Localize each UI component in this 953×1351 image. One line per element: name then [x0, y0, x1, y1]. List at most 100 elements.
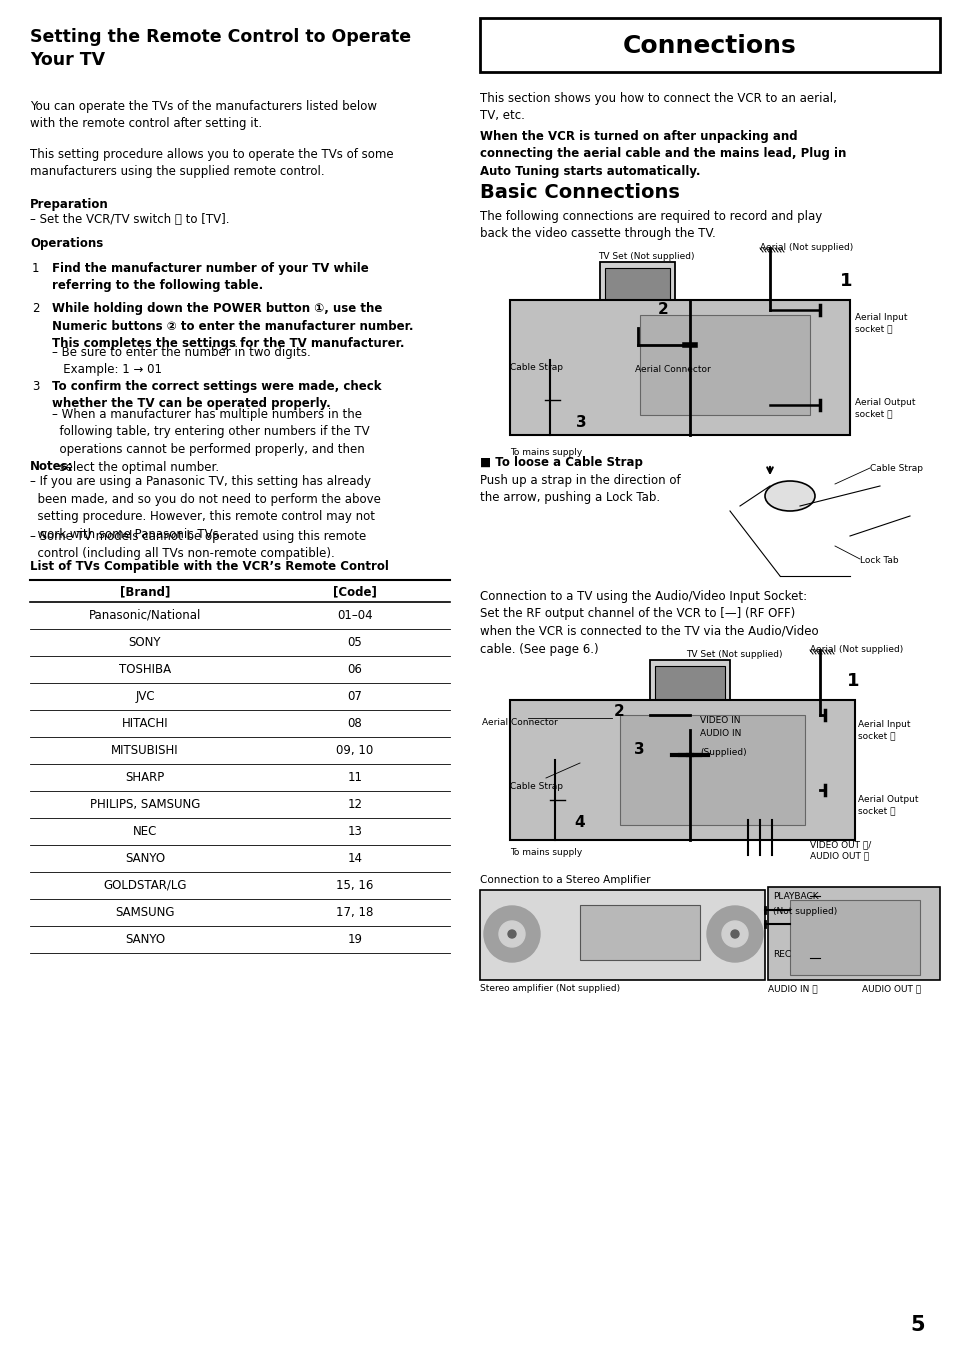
Text: 2: 2 [658, 303, 668, 317]
Text: Aerial Connector: Aerial Connector [481, 717, 558, 727]
Text: Connections: Connections [622, 34, 796, 58]
Text: Panasonic/National: Panasonic/National [89, 609, 201, 621]
Text: [Brand]: [Brand] [120, 585, 170, 598]
Text: Push up a strap in the direction of
the arrow, pushing a Lock Tab.: Push up a strap in the direction of the … [479, 474, 679, 504]
Text: Basic Connections: Basic Connections [479, 182, 679, 203]
Text: This setting procedure allows you to operate the TVs of some
manufacturers using: This setting procedure allows you to ope… [30, 149, 394, 178]
Text: 17, 18: 17, 18 [336, 907, 374, 919]
Text: 09, 10: 09, 10 [336, 744, 374, 757]
Text: Aerial Input
socket ⓶: Aerial Input socket ⓶ [854, 313, 906, 334]
Text: To confirm the correct settings were made, check
whether the TV can be operated : To confirm the correct settings were mad… [52, 380, 381, 411]
Text: Aerial Input
socket ⓶: Aerial Input socket ⓶ [857, 720, 909, 740]
Text: List of TVs Compatible with the VCR’s Remote Control: List of TVs Compatible with the VCR’s Re… [30, 561, 389, 573]
Circle shape [730, 929, 739, 938]
Bar [479, 18, 939, 72]
Bar [579, 905, 700, 961]
Text: Stereo amplifier (Not supplied): Stereo amplifier (Not supplied) [479, 984, 619, 993]
Text: While holding down the POWER button ①, use the
Numeric buttons ② to enter the ma: While holding down the POWER button ①, u… [52, 303, 413, 350]
Text: 19: 19 [347, 934, 362, 946]
Text: 06: 06 [347, 663, 362, 676]
Bar [767, 888, 939, 979]
Text: To mains supply: To mains supply [510, 848, 581, 857]
Text: TOSHIBA: TOSHIBA [119, 663, 171, 676]
Text: When the VCR is turned on after unpacking and
connecting the aerial cable and th: When the VCR is turned on after unpackin… [479, 130, 845, 178]
Text: MITSUBISHI: MITSUBISHI [112, 744, 178, 757]
Ellipse shape [764, 481, 814, 511]
Text: This section shows you how to connect the VCR to an aerial,
TV, etc.: This section shows you how to connect th… [479, 92, 836, 123]
Text: VIDEO OUT ⓪/
AUDIO OUT ⓫: VIDEO OUT ⓪/ AUDIO OUT ⓫ [809, 840, 870, 861]
Text: The following connections are required to record and play
back the video cassett: The following connections are required t… [479, 209, 821, 240]
Text: 2: 2 [32, 303, 39, 315]
Text: [Code]: [Code] [333, 585, 376, 598]
Bar [479, 890, 764, 979]
Text: Connection to a TV using the Audio/Video Input Socket:
Set the RF output channel: Connection to a TV using the Audio/Video… [479, 590, 818, 655]
Text: 3: 3 [576, 415, 586, 430]
Text: Aerial Output
socket ⓷: Aerial Output socket ⓷ [857, 794, 918, 815]
Text: 5: 5 [909, 1315, 924, 1335]
Text: 1: 1 [840, 272, 852, 290]
Text: You can operate the TVs of the manufacturers listed below
with the remote contro: You can operate the TVs of the manufactu… [30, 100, 376, 131]
Text: SANYO: SANYO [125, 852, 165, 865]
Text: Connection to a Stereo Amplifier: Connection to a Stereo Amplifier [479, 875, 650, 885]
Text: (Not supplied): (Not supplied) [772, 907, 837, 916]
Text: 13: 13 [347, 825, 362, 838]
Text: 14: 14 [347, 852, 362, 865]
Text: Aerial Connector: Aerial Connector [635, 365, 710, 374]
Text: – Some TV models cannot be operated using this remote
  control (including all T: – Some TV models cannot be operated usin… [30, 530, 366, 561]
Text: – If you are using a Panasonic TV, this setting has already
  been made, and so : – If you are using a Panasonic TV, this … [30, 476, 380, 540]
Text: SANYO: SANYO [125, 934, 165, 946]
Text: Preparation: Preparation [30, 199, 109, 211]
Text: 08: 08 [347, 717, 362, 730]
Bar [639, 315, 809, 415]
Text: (Supplied): (Supplied) [700, 748, 746, 757]
Text: Cable Strap: Cable Strap [510, 782, 562, 790]
Text: Notes:: Notes: [30, 459, 73, 473]
Text: 1: 1 [846, 671, 859, 690]
Text: 4: 4 [574, 815, 584, 830]
Text: Setting the Remote Control to Operate
Your TV: Setting the Remote Control to Operate Yo… [30, 28, 411, 69]
Text: AUDIO OUT ⓫: AUDIO OUT ⓫ [862, 984, 921, 993]
Text: To mains supply: To mains supply [510, 449, 581, 457]
Text: – Be sure to enter the number in two digits.
   Example: 1 → 01: – Be sure to enter the number in two dig… [52, 346, 311, 377]
Bar [655, 666, 724, 721]
Text: NEC: NEC [132, 825, 157, 838]
Text: Cable Strap: Cable Strap [869, 463, 923, 473]
Text: SAMSUNG: SAMSUNG [115, 907, 174, 919]
Text: 15, 16: 15, 16 [336, 880, 374, 892]
Bar [599, 262, 675, 328]
Bar [789, 900, 919, 975]
Text: Find the manufacturer number of your TV while
referring to the following table.: Find the manufacturer number of your TV … [52, 262, 369, 293]
Text: PHILIPS, SAMSUNG: PHILIPS, SAMSUNG [90, 798, 200, 811]
Text: Aerial (Not supplied): Aerial (Not supplied) [760, 243, 852, 253]
Text: VIDEO IN: VIDEO IN [700, 716, 740, 725]
Text: AUDIO IN: AUDIO IN [700, 730, 740, 738]
Text: 3: 3 [32, 380, 39, 393]
Text: TV Set (Not supplied): TV Set (Not supplied) [685, 650, 781, 659]
Bar [604, 267, 669, 320]
Text: SONY: SONY [129, 636, 161, 648]
Text: HITACHI: HITACHI [122, 717, 168, 730]
Bar [649, 661, 729, 730]
Text: PLAYBACK: PLAYBACK [772, 892, 818, 901]
Circle shape [507, 929, 516, 938]
Text: ■ To loose a Cable Strap: ■ To loose a Cable Strap [479, 457, 642, 469]
Circle shape [483, 907, 539, 962]
Text: – When a manufacturer has multiple numbers in the
  following table, try enterin: – When a manufacturer has multiple numbe… [52, 408, 369, 473]
Text: 1: 1 [32, 262, 39, 276]
Text: 01–04: 01–04 [336, 609, 373, 621]
Text: 12: 12 [347, 798, 362, 811]
Text: Lock Tab: Lock Tab [859, 557, 898, 565]
Text: 07: 07 [347, 690, 362, 703]
Text: Aerial Output
socket ⓷: Aerial Output socket ⓷ [854, 399, 915, 417]
Text: GOLDSTAR/LG: GOLDSTAR/LG [103, 880, 187, 892]
Text: Operations: Operations [30, 236, 103, 250]
Text: AUDIO IN ⓪: AUDIO IN ⓪ [767, 984, 817, 993]
Circle shape [498, 921, 524, 947]
Text: TV Set (Not supplied): TV Set (Not supplied) [598, 253, 694, 261]
Circle shape [721, 921, 747, 947]
Text: 2: 2 [614, 704, 624, 719]
Circle shape [706, 907, 762, 962]
Text: Cable Strap: Cable Strap [510, 363, 562, 372]
Text: SHARP: SHARP [125, 771, 165, 784]
Text: 05: 05 [347, 636, 362, 648]
